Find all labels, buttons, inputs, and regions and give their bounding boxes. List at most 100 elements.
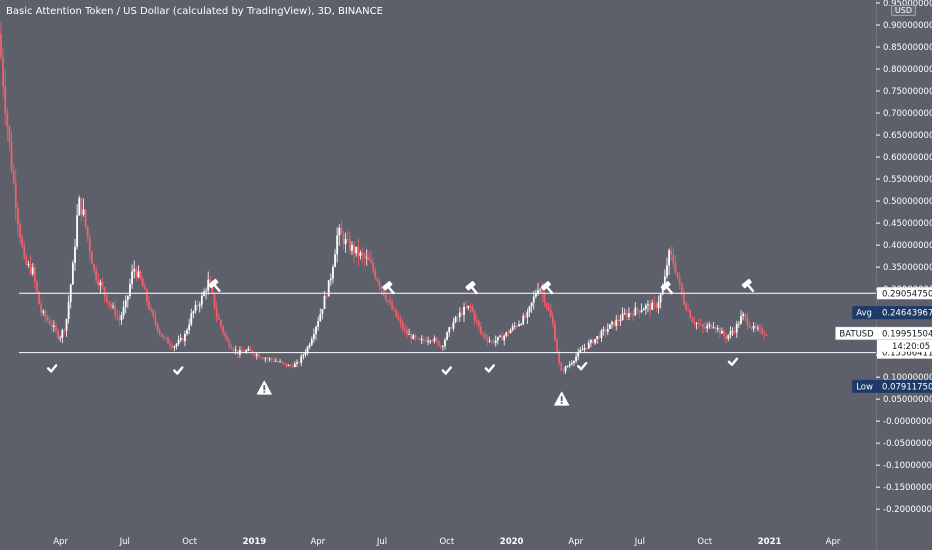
candle — [659, 292, 662, 309]
candle — [291, 362, 294, 369]
candle — [249, 345, 252, 351]
candle — [444, 337, 446, 350]
candle-body — [365, 257, 368, 259]
candle-body — [393, 309, 396, 311]
candle — [95, 265, 98, 284]
candle — [708, 321, 711, 329]
candle — [384, 290, 387, 303]
candle — [579, 346, 582, 354]
candle-body — [494, 340, 497, 343]
candle — [378, 279, 381, 291]
candle — [511, 323, 514, 332]
candle-body — [184, 333, 186, 342]
candle-body — [659, 294, 662, 303]
candle — [532, 291, 535, 310]
candle-body — [577, 351, 580, 357]
candle-body — [61, 330, 64, 338]
candle-body — [425, 340, 427, 342]
candle-body — [427, 340, 429, 342]
y-tick-label: 0.90000000 — [883, 21, 932, 31]
candle-body — [389, 300, 391, 303]
candle-body — [33, 267, 36, 282]
candle — [408, 328, 410, 335]
currency-button[interactable]: USD — [890, 5, 916, 16]
candle — [289, 363, 292, 368]
candle-body — [742, 314, 744, 317]
candle — [634, 302, 637, 316]
candle — [332, 264, 334, 284]
candle-body — [23, 245, 26, 258]
candle-body — [418, 338, 421, 341]
candle — [241, 346, 243, 352]
candle — [145, 288, 148, 307]
candle-body — [205, 290, 207, 292]
candle — [712, 321, 715, 329]
candle — [346, 229, 349, 242]
candle-body — [268, 358, 271, 360]
candle-body — [289, 365, 292, 367]
candle — [429, 339, 432, 345]
candle-body — [351, 245, 353, 251]
candle — [437, 340, 440, 347]
x-tick-label: 2021 — [758, 537, 782, 547]
candle-body — [55, 325, 57, 331]
candle — [744, 313, 747, 322]
candle — [625, 309, 628, 321]
candle-body — [319, 313, 322, 322]
candle-body — [241, 350, 243, 352]
candle-body — [448, 327, 451, 333]
candle-body — [499, 335, 501, 337]
batusd-label-name: BATUSD — [839, 329, 874, 339]
candle-body — [50, 324, 53, 327]
level-price-box — [877, 287, 932, 300]
candle — [351, 241, 353, 256]
candle — [761, 324, 764, 336]
candle — [706, 322, 709, 333]
candle-body — [570, 362, 573, 365]
candle-body — [515, 325, 518, 327]
candle — [165, 336, 167, 341]
candle-body — [332, 266, 334, 279]
candle — [268, 357, 271, 362]
candle-body — [376, 278, 379, 282]
candle-body — [165, 337, 167, 339]
candle-body — [477, 321, 480, 327]
candle — [496, 336, 499, 345]
candle-body — [99, 282, 102, 286]
candle-body — [306, 347, 309, 353]
candle — [638, 309, 641, 318]
candle-body — [520, 324, 523, 325]
candle — [560, 361, 563, 371]
candle-body — [308, 344, 311, 348]
candle-body — [124, 300, 127, 308]
candle — [160, 333, 163, 338]
candle-body — [63, 330, 66, 331]
candle — [746, 312, 749, 330]
candle — [258, 352, 260, 358]
candle-body — [219, 320, 222, 327]
candle — [454, 315, 457, 324]
candle-body — [126, 295, 129, 301]
candle-body — [291, 365, 294, 368]
low-label-name: Low — [856, 382, 873, 392]
candle — [27, 260, 30, 268]
x-tick-label: Apr — [826, 537, 841, 547]
candle — [448, 326, 451, 338]
candle — [260, 356, 262, 360]
candle-body — [211, 283, 214, 293]
candle-body — [653, 302, 656, 304]
candle-body — [401, 322, 404, 330]
candle — [59, 335, 62, 342]
candle-body — [564, 366, 567, 372]
candle-body — [260, 357, 262, 359]
candle — [731, 327, 734, 336]
candle-body — [285, 363, 288, 367]
candle-body — [14, 182, 17, 209]
candle-body — [602, 329, 605, 331]
candle-body — [558, 351, 561, 363]
candle-body — [249, 348, 252, 351]
candle-body — [672, 255, 675, 264]
hammer-head — [741, 278, 752, 289]
